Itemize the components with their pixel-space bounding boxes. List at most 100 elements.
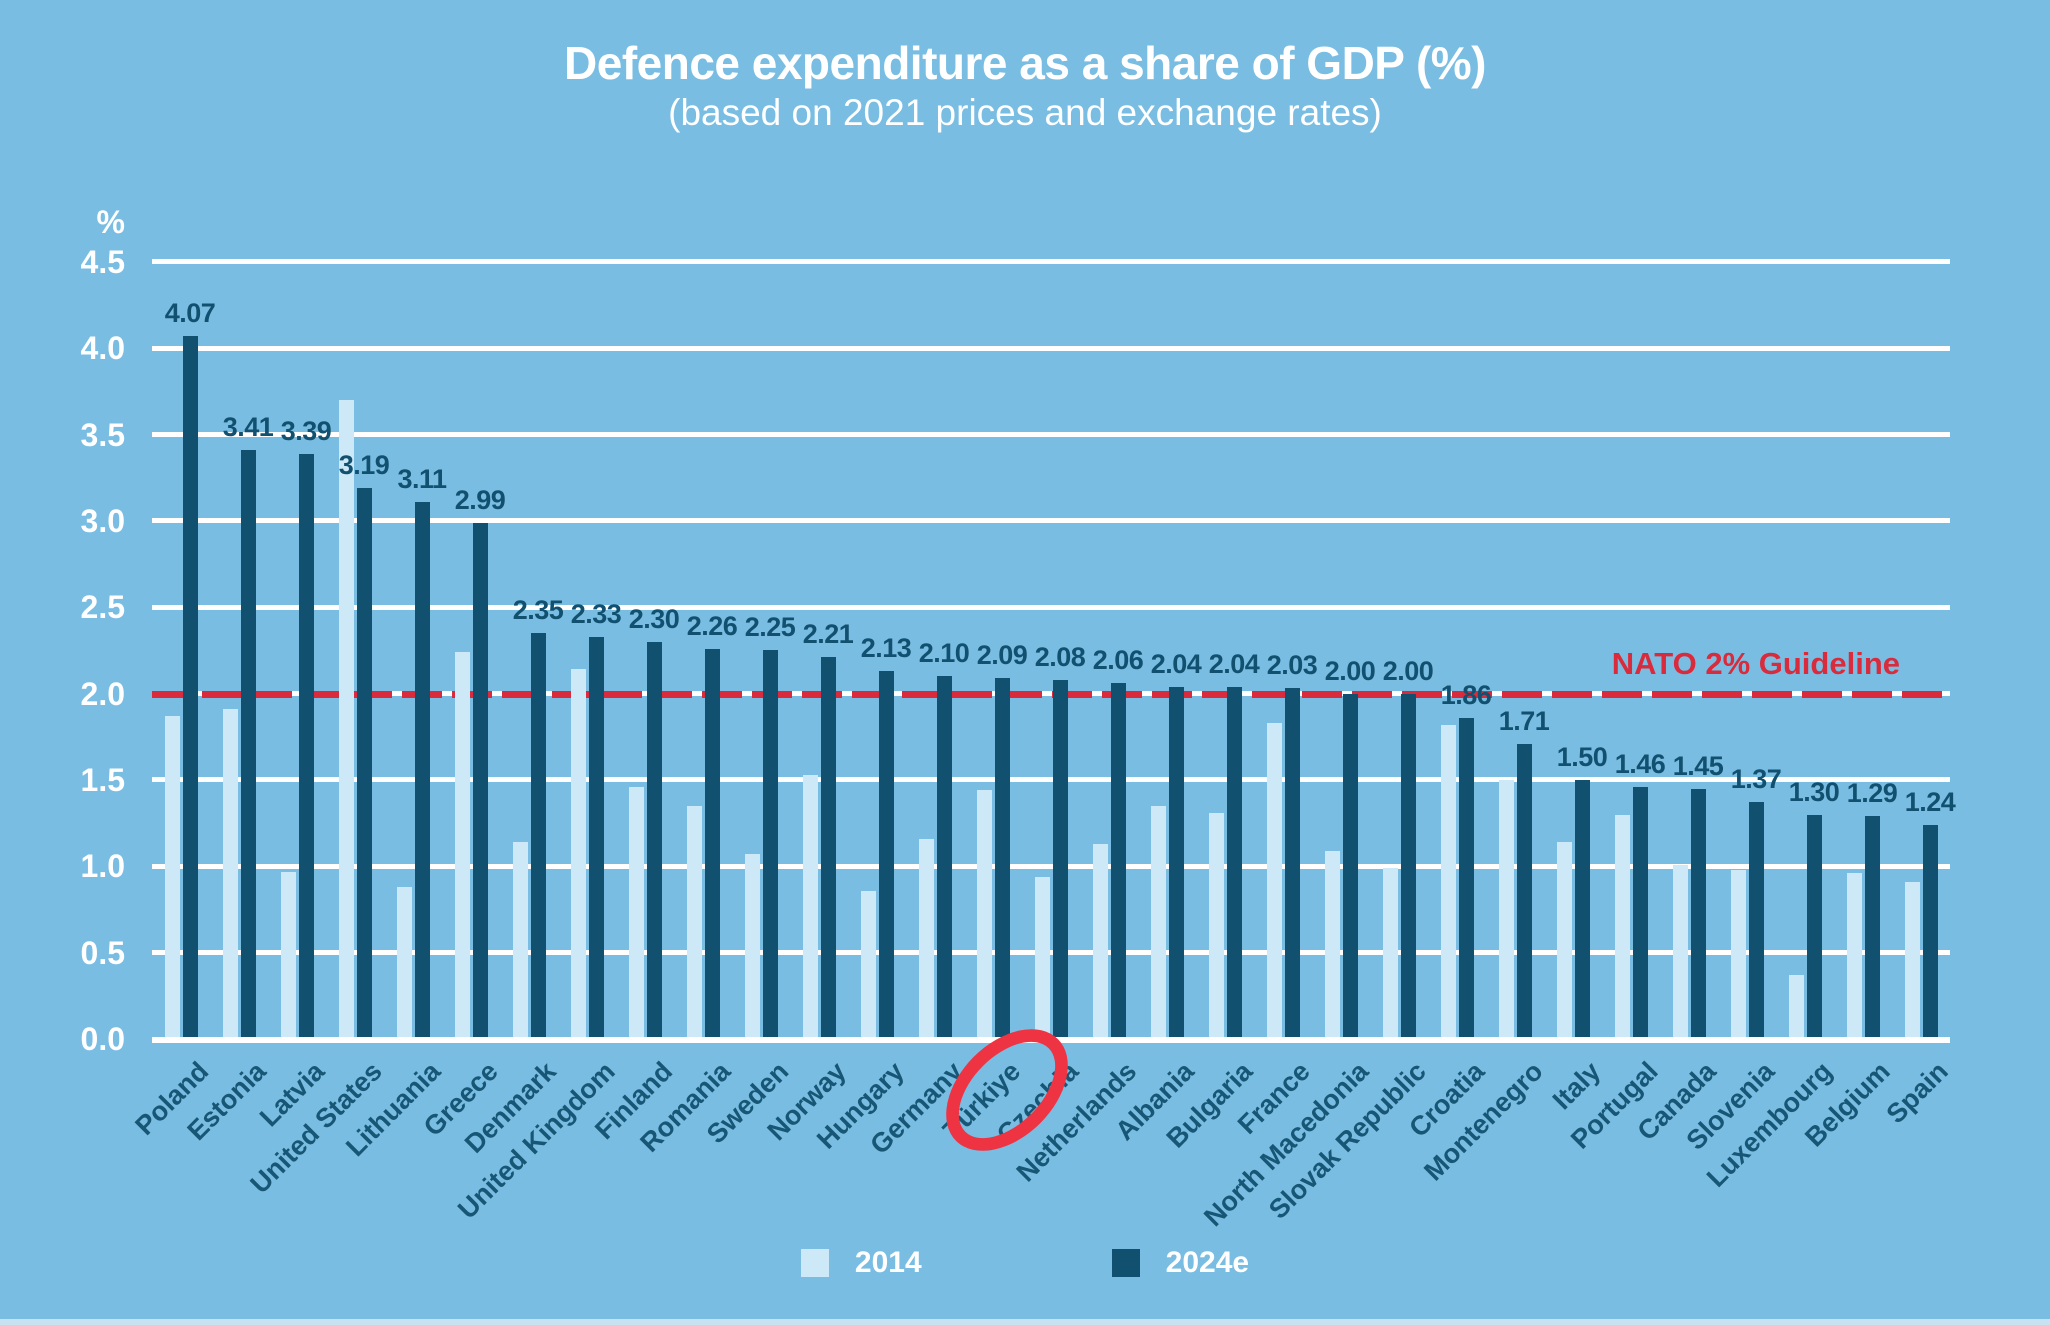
gridline-1.0 <box>152 863 1950 869</box>
bar-2024e-Luxembourg <box>1806 814 1822 1039</box>
y-tick-0.5: 0.5 <box>80 934 125 971</box>
bar-2024e-Greece <box>472 522 488 1039</box>
legend-swatch-2014 <box>800 1249 829 1277</box>
value-label-Slovak Republic: 2.00 <box>1382 655 1434 686</box>
value-label-Germany: 2.10 <box>918 638 970 669</box>
bar-2014-Italy <box>1556 842 1572 1039</box>
y-tick-0.0: 0.0 <box>80 1021 125 1057</box>
gridline-1.5 <box>152 777 1950 783</box>
y-axis-unit-label: % <box>96 204 125 240</box>
bar-2024e-Lithuania <box>414 501 430 1039</box>
y-tick-4.5: 4.5 <box>80 243 125 280</box>
value-label-Denmark: 2.35 <box>512 595 564 626</box>
value-label-United Kingdom: 2.33 <box>570 598 622 629</box>
value-label-Türkiye: 2.09 <box>976 640 1028 671</box>
bar-2024e-Latvia <box>298 453 314 1039</box>
bar-2014-Spain <box>1904 881 1920 1039</box>
bar-2014-France <box>1266 723 1282 1039</box>
bar-2014-Finland <box>628 786 644 1039</box>
gridline-2.5 <box>152 604 1950 610</box>
value-label-Bulgaria: 2.04 <box>1208 648 1260 679</box>
bar-2024e-Bulgaria <box>1226 686 1242 1039</box>
bar-2024e-Estonia <box>240 450 256 1039</box>
value-label-Latvia: 3.39 <box>280 415 332 446</box>
bar-2024e-Czechia <box>1052 679 1068 1039</box>
value-label-North Macedonia: 2.00 <box>1324 655 1376 686</box>
value-label-Canada: 1.45 <box>1672 750 1724 781</box>
value-label-Spain: 1.24 <box>1904 786 1956 817</box>
bar-2024e-Slovak Republic <box>1400 693 1416 1039</box>
gridline-0.5 <box>152 950 1950 956</box>
value-label-Poland: 4.07 <box>164 298 216 329</box>
nato-guideline-line <box>152 690 1950 698</box>
legend-item-2014: 2014 <box>800 1246 922 1280</box>
bar-2024e-Spain <box>1922 824 1938 1039</box>
bar-2014-Slovenia <box>1730 869 1746 1039</box>
value-label-Norway: 2.21 <box>802 619 854 650</box>
y-tick-3.5: 3.5 <box>80 416 125 453</box>
bar-2024e-Slovenia <box>1748 802 1764 1039</box>
bar-2014-Greece <box>454 652 470 1039</box>
bar-2024e-Albania <box>1168 686 1184 1039</box>
bar-2024e-Germany <box>936 676 952 1039</box>
legend-label-2024e: 2024e <box>1165 1246 1250 1279</box>
bar-2014-Luxembourg <box>1788 975 1804 1039</box>
y-tick-1.0: 1.0 <box>80 848 125 885</box>
value-label-Slovenia: 1.37 <box>1730 764 1782 795</box>
y-tick-3.0: 3.0 <box>80 502 125 539</box>
bar-2014-Canada <box>1672 864 1688 1039</box>
bar-2014-Montenegro <box>1498 779 1514 1039</box>
bar-2024e-Sweden <box>762 650 778 1039</box>
bar-2014-Estonia <box>222 709 238 1039</box>
bar-2024e-France <box>1284 688 1300 1039</box>
x-axis-line <box>152 1037 1950 1043</box>
bar-2024e-Italy <box>1574 779 1590 1039</box>
legend: 2014 2024e <box>0 1246 2050 1280</box>
legend-item-2024e: 2024e <box>1111 1246 1250 1280</box>
bar-2014-Portugal <box>1614 814 1630 1039</box>
bar-2024e-Norway <box>820 657 836 1039</box>
gridline-3.0 <box>152 518 1950 524</box>
value-label-Sweden: 2.25 <box>744 612 796 643</box>
bar-2014-Netherlands <box>1092 843 1108 1039</box>
bar-2014-Germany <box>918 838 934 1039</box>
gridline-4.0 <box>152 345 1950 351</box>
value-label-Lithuania: 3.11 <box>397 463 447 494</box>
chart-subtitle: (based on 2021 prices and exchange rates… <box>668 92 1382 133</box>
bar-2014-United States <box>338 400 354 1039</box>
value-label-Portugal: 1.46 <box>1614 748 1666 779</box>
value-label-Belgium: 1.29 <box>1846 778 1898 809</box>
bar-2024e-Finland <box>646 641 662 1039</box>
value-label-Greece: 2.99 <box>454 484 506 515</box>
bar-2024e-Belgium <box>1864 816 1880 1039</box>
bar-2014-Lithuania <box>396 887 412 1039</box>
value-label-Albania: 2.04 <box>1150 648 1202 679</box>
bar-2014-Norway <box>802 774 818 1039</box>
bar-2024e-United Kingdom <box>588 636 604 1039</box>
bar-2024e-North Macedonia <box>1342 693 1358 1039</box>
y-tick-1.5: 1.5 <box>80 761 125 798</box>
bar-2024e-Romania <box>704 648 720 1039</box>
value-label-Estonia: 3.41 <box>222 412 274 443</box>
value-label-Finland: 2.30 <box>628 603 680 634</box>
bar-2014-Denmark <box>512 842 528 1039</box>
value-label-Czechia: 2.08 <box>1034 641 1086 672</box>
bar-2014-Czechia <box>1034 876 1050 1039</box>
value-label-Romania: 2.26 <box>686 610 738 641</box>
bar-2014-Sweden <box>744 854 760 1039</box>
bar-2014-Poland <box>164 716 180 1039</box>
bar-2024e-United States <box>356 488 372 1039</box>
bar-2024e-Croatia <box>1458 717 1474 1039</box>
bar-2024e-Hungary <box>878 671 894 1039</box>
bar-2014-Romania <box>686 805 702 1039</box>
bar-2024e-Portugal <box>1632 786 1648 1039</box>
bar-2024e-Netherlands <box>1110 683 1126 1039</box>
legend-swatch-2024e <box>1111 1249 1140 1277</box>
value-label-Hungary: 2.13 <box>860 633 912 664</box>
bar-2014-Bulgaria <box>1208 812 1224 1039</box>
bar-2014-Albania <box>1150 805 1166 1039</box>
bar-2024e-Poland <box>182 336 198 1039</box>
y-tick-2.5: 2.5 <box>80 589 125 626</box>
value-label-United States: 3.19 <box>338 450 390 481</box>
